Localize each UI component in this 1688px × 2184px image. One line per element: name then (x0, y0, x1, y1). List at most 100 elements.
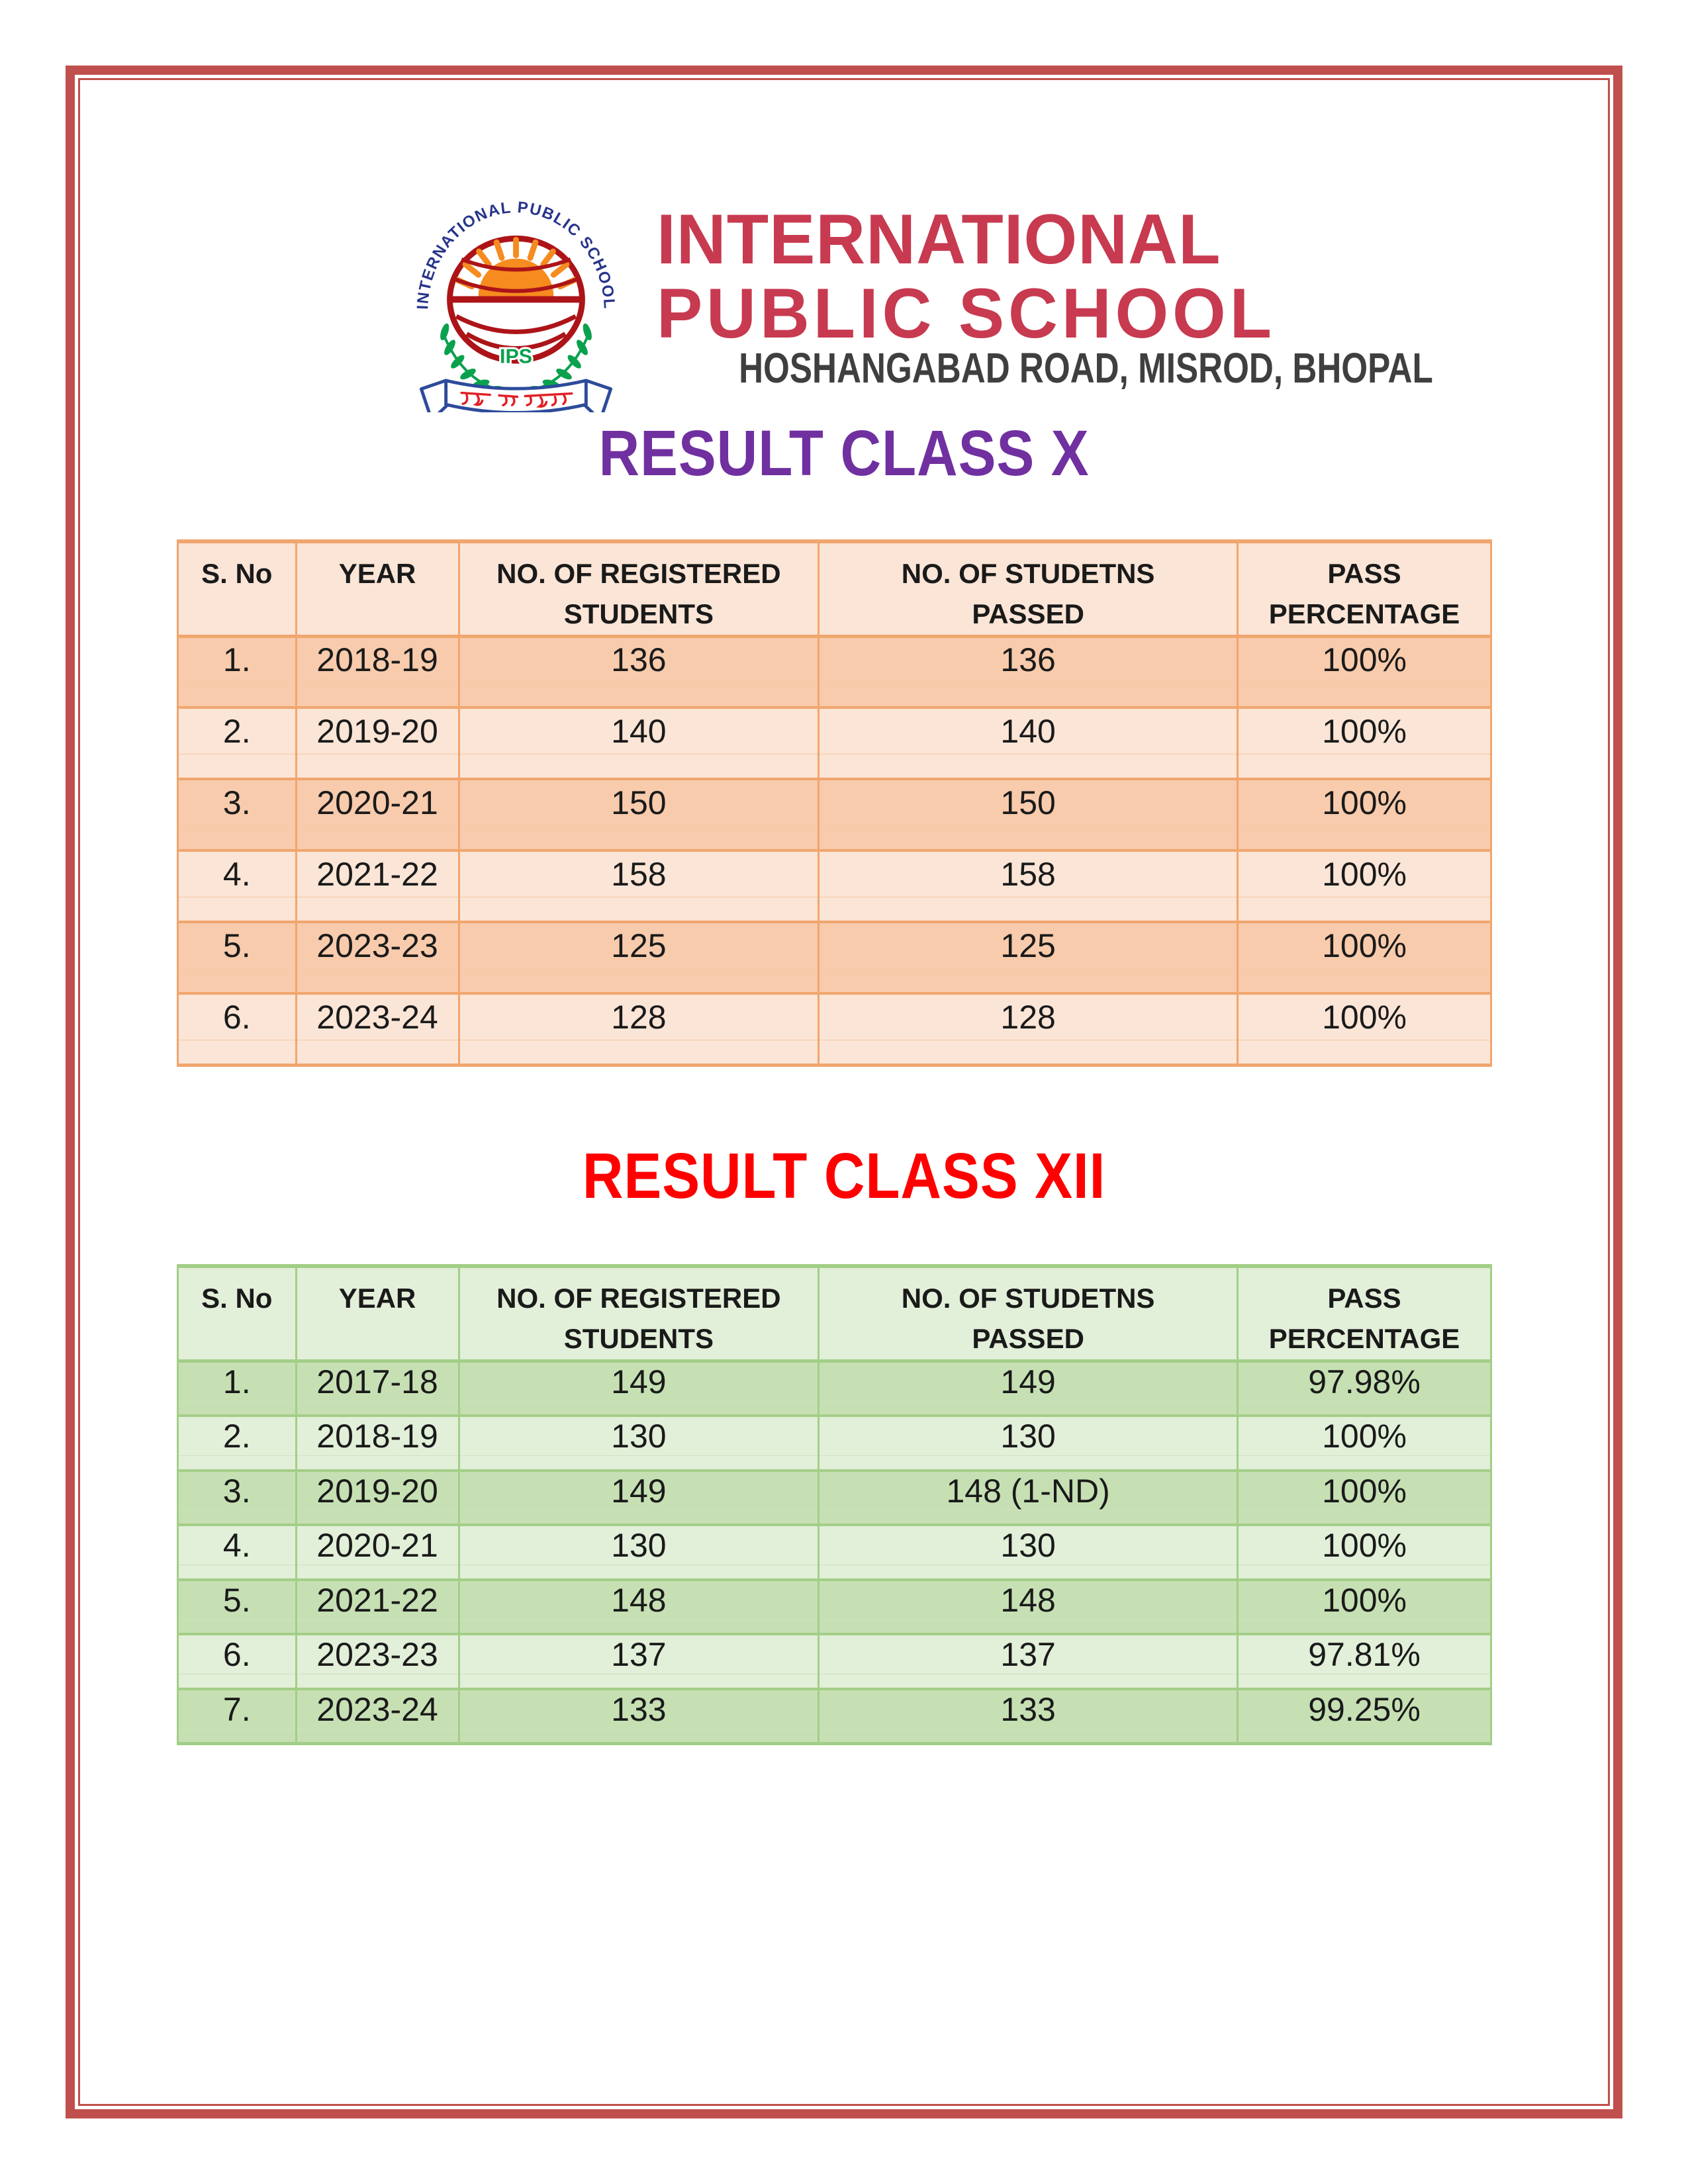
cell: 150 (818, 778, 1239, 826)
cell: 7. (177, 1687, 297, 1729)
cell: 3. (177, 1469, 297, 1511)
column-header: NO. OF REGISTERED STUDENTS (457, 1266, 820, 1363)
spacer-cell (457, 753, 820, 781)
spacer-cell (295, 1565, 460, 1581)
spacer-cell (818, 1565, 1239, 1581)
spacer-cell (1237, 1674, 1492, 1690)
spacer-row (177, 1455, 1492, 1472)
cell: 140 (457, 706, 820, 754)
spacer-row (177, 1728, 1492, 1745)
spacer-cell (295, 896, 460, 924)
cell: 97.98% (1237, 1359, 1492, 1402)
spacer-cell (177, 1455, 297, 1472)
cell: 149 (457, 1469, 820, 1511)
spacer-cell (1237, 1565, 1492, 1581)
spacer-cell (177, 1619, 297, 1636)
cell: 130 (457, 1414, 820, 1456)
cell: 133 (457, 1687, 820, 1729)
cell: 1. (177, 635, 297, 683)
cell: 130 (818, 1414, 1239, 1456)
spacer-cell (457, 682, 820, 709)
cell: 148 (818, 1578, 1239, 1620)
cell: 140 (818, 706, 1239, 754)
cell: 150 (457, 778, 820, 826)
spacer-cell (295, 1400, 460, 1418)
class-x-results-table: S. No YEAR NO. OF REGISTERED STUDENTS NO. O… (177, 539, 1492, 1067)
spacer-cell (818, 1400, 1239, 1418)
spacer-cell (818, 1455, 1239, 1472)
cell: 100% (1237, 635, 1492, 683)
cell: 2019-20 (295, 706, 460, 754)
table-row: 1. 2017-18 149 149 97.98% (177, 1359, 1492, 1402)
spacer-cell (295, 1619, 460, 1636)
spacer-cell (177, 1674, 297, 1690)
cell: 2020-21 (295, 1524, 460, 1565)
school-logo: INTERNATIONAL PUBLIC SCHOOL (412, 184, 620, 412)
spacer-cell (818, 1039, 1239, 1067)
spacer-cell (818, 1619, 1239, 1636)
table-row: 4. 2020-21 130 130 100% (177, 1524, 1492, 1565)
column-header: YEAR (295, 1266, 460, 1363)
cell: 128 (818, 992, 1239, 1040)
spacer-row (177, 825, 1492, 852)
cell: 133 (818, 1687, 1239, 1729)
cell: 6. (177, 1633, 297, 1674)
table-row: 7. 2023-24 133 133 99.25% (177, 1687, 1492, 1729)
column-header: PASS PERCENTAGE (1237, 1266, 1492, 1363)
school-name-line2: PUBLIC SCHOOL (657, 273, 1276, 353)
globe-upper-arcs-icon (453, 257, 579, 293)
cell: 4. (177, 849, 297, 897)
cell: 130 (457, 1524, 820, 1565)
page-border-outer (66, 66, 1622, 2118)
cell: 125 (818, 921, 1239, 969)
table-row: 6. 2023-23 137 137 97.81% (177, 1633, 1492, 1674)
spacer-cell (1237, 1728, 1492, 1745)
cell: 2017-18 (295, 1359, 460, 1402)
spacer-row (177, 1565, 1492, 1581)
cell: 100% (1237, 778, 1492, 826)
spacer-row (177, 753, 1492, 781)
spacer-cell (457, 1455, 820, 1472)
class-xii-title-text: RESULT CLASS XII (582, 1140, 1106, 1212)
spacer-cell (295, 968, 460, 995)
spacer-cell (177, 1510, 297, 1527)
spacer-cell (1237, 1619, 1492, 1636)
spacer-cell (1237, 1455, 1492, 1472)
ribbon-motto-script-icon (460, 391, 573, 408)
spacer-cell (177, 1400, 297, 1418)
spacer-cell (457, 1565, 820, 1581)
cell: 2023-24 (295, 1687, 460, 1729)
cell: 125 (457, 921, 820, 969)
cell: 2023-23 (295, 1633, 460, 1674)
spacer-row (177, 1619, 1492, 1636)
cell: 100% (1237, 1469, 1492, 1511)
cell: 148 (457, 1578, 820, 1620)
spacer-cell (295, 825, 460, 852)
header-row: S. No YEAR NO. OF REGISTERED STUDENTS NO. O… (177, 541, 1492, 638)
spacer-cell (177, 1565, 297, 1581)
spacer-cell (295, 753, 460, 781)
spacer-cell (295, 1455, 460, 1472)
spacer-cell (457, 1510, 820, 1527)
table-row: 5. 2023-23 125 125 100% (177, 921, 1492, 969)
cell: 130 (818, 1524, 1239, 1565)
spacer-cell (818, 1510, 1239, 1527)
table-row: 2. 2019-20 140 140 100% (177, 706, 1492, 754)
table-row: 3. 2020-21 150 150 100% (177, 778, 1492, 826)
spacer-cell (818, 753, 1239, 781)
spacer-cell (818, 1728, 1239, 1745)
spacer-cell (457, 1674, 820, 1690)
cell: 100% (1237, 921, 1492, 969)
class-x-title-text: RESULT CLASS X (598, 417, 1090, 489)
spacer-cell (177, 1039, 297, 1067)
spacer-cell (177, 682, 297, 709)
spacer-cell (295, 1510, 460, 1527)
spacer-cell (1237, 968, 1492, 995)
spacer-cell (457, 1400, 820, 1418)
cell: 5. (177, 921, 297, 969)
cell: 100% (1237, 1578, 1492, 1620)
school-address: HOSHANGABAD ROAD, MISROD, BHOPAL (652, 347, 1433, 389)
spacer-cell (818, 896, 1239, 924)
cell: 3. (177, 778, 297, 826)
spacer-cell (457, 1039, 820, 1067)
